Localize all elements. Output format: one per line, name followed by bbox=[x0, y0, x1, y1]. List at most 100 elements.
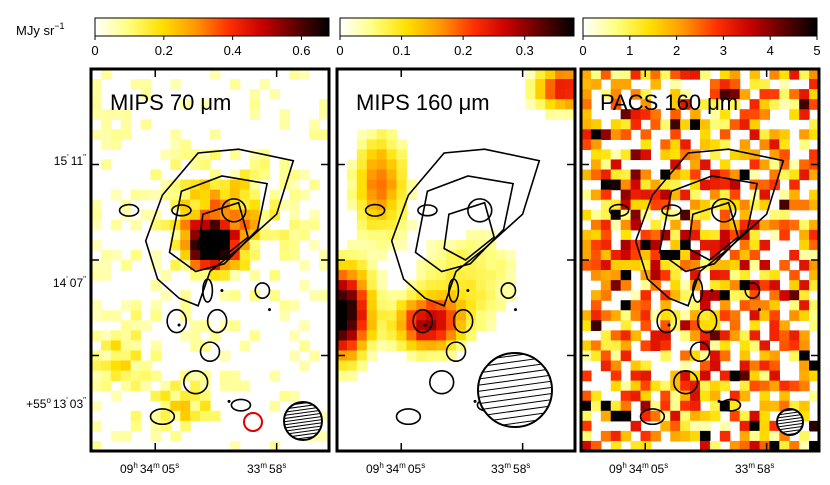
heatmap-cell bbox=[120, 129, 132, 140]
heatmap-cell bbox=[376, 330, 388, 342]
heatmap-cell bbox=[749, 430, 761, 442]
heatmap-cell bbox=[376, 159, 388, 171]
heatmap-cell bbox=[620, 179, 632, 191]
hatch-line bbox=[278, 441, 327, 448]
panel-title-mips-160: MIPS 160 μm bbox=[356, 90, 490, 115]
heatmap-cell bbox=[210, 260, 221, 271]
heatmap-cell bbox=[700, 179, 711, 191]
heatmap-cell bbox=[709, 440, 721, 452]
heatmap-cell bbox=[219, 290, 231, 301]
heatmap-cell bbox=[130, 189, 142, 201]
heatmap-cell bbox=[600, 290, 612, 301]
contour-dot bbox=[667, 323, 671, 327]
heatmap-cell bbox=[700, 239, 711, 251]
heatmap-cell bbox=[200, 239, 211, 251]
heatmap-cell bbox=[581, 239, 592, 251]
heatmap-cell bbox=[769, 420, 780, 432]
heatmap-cell bbox=[279, 239, 290, 251]
heatmap-cell bbox=[426, 270, 437, 281]
contour-blob bbox=[744, 282, 761, 299]
heatmap-cell bbox=[475, 280, 487, 291]
panel-mips-70: 0 0.2 0.4 0.6 MIPS 70 μm bbox=[89, 17, 331, 453]
heatmap-cell bbox=[690, 209, 701, 221]
heatmap-cell bbox=[690, 260, 701, 271]
heatmap-cell bbox=[190, 320, 201, 331]
heatmap-cell bbox=[799, 360, 810, 372]
heatmap-cell bbox=[799, 199, 810, 211]
heatmap-cell bbox=[140, 89, 152, 100]
heatmap-cell bbox=[356, 169, 368, 181]
heatmap-cell bbox=[249, 249, 261, 261]
heatmap-cell bbox=[140, 189, 152, 201]
heatmap-cell bbox=[210, 330, 221, 342]
heatmap-cell bbox=[456, 330, 467, 342]
heatmap-cell bbox=[749, 129, 761, 140]
heatmap-cell bbox=[759, 280, 771, 291]
heatmap-cell bbox=[769, 99, 780, 110]
heatmap-cell bbox=[779, 209, 790, 221]
heatmap-cell bbox=[719, 330, 731, 342]
heatmap-cell bbox=[555, 99, 566, 110]
heatmap-cell bbox=[650, 260, 661, 271]
heatmap-cell bbox=[779, 79, 790, 90]
heatmap-cell bbox=[446, 320, 457, 331]
heatmap-cell bbox=[396, 179, 408, 191]
heatmap-cell bbox=[91, 209, 102, 221]
heatmap-cell bbox=[210, 129, 221, 140]
heatmap-cell bbox=[789, 400, 800, 412]
heatmap-cell bbox=[200, 149, 211, 161]
heatmap-cell bbox=[436, 249, 447, 261]
heatmap-cell bbox=[190, 249, 201, 261]
heatmap-cell bbox=[475, 290, 487, 301]
heatmap-cell bbox=[160, 400, 171, 412]
heatmap-cell bbox=[590, 249, 602, 261]
heatmap-cell bbox=[729, 390, 741, 402]
heatmap-cell bbox=[809, 310, 820, 321]
heatmap-cell bbox=[581, 390, 592, 402]
heatmap-cell bbox=[210, 69, 221, 80]
heatmap-cell bbox=[289, 350, 300, 362]
heatmap-cell bbox=[719, 430, 731, 442]
heatmap-cell bbox=[346, 189, 358, 201]
heatmap-cell bbox=[110, 360, 122, 372]
heatmap-cell bbox=[160, 219, 171, 231]
heatmap-cell bbox=[495, 280, 507, 291]
heatmap-cell bbox=[485, 249, 497, 261]
heatmap-cell bbox=[789, 159, 800, 171]
heatmap-cell bbox=[436, 320, 447, 331]
heatmap-cell bbox=[91, 219, 102, 231]
heatmap-cell bbox=[749, 179, 761, 191]
heatmap-cell bbox=[670, 410, 681, 422]
heatmap-cell bbox=[446, 340, 457, 352]
colorbar-tick-label: 0 bbox=[579, 43, 586, 58]
heatmap-cell bbox=[581, 400, 592, 412]
heatmap-cell bbox=[436, 330, 447, 342]
heatmap-cell bbox=[269, 229, 281, 241]
heatmap-cell bbox=[346, 169, 358, 181]
heatmap-cell bbox=[91, 380, 102, 392]
contour-blob bbox=[608, 203, 630, 217]
heatmap-cell bbox=[581, 229, 592, 241]
heatmap-cell bbox=[620, 270, 632, 281]
heatmap-cell bbox=[456, 270, 467, 281]
heatmap-cell bbox=[680, 410, 691, 422]
heatmap-cell bbox=[739, 430, 751, 442]
heatmap-cell bbox=[525, 69, 536, 80]
heatmap-cell bbox=[690, 380, 701, 392]
heatmap-cell bbox=[620, 79, 632, 90]
heatmap-cell bbox=[630, 390, 642, 402]
heatmap-cell bbox=[640, 149, 652, 161]
heatmap-cell bbox=[749, 290, 761, 301]
heatmap-cell bbox=[590, 159, 602, 171]
heatmap-cell bbox=[465, 330, 477, 342]
heatmap-cell bbox=[170, 189, 181, 201]
heatmap-cell bbox=[299, 69, 310, 80]
heatmap-cell bbox=[120, 370, 132, 382]
heatmap-cell bbox=[436, 280, 447, 291]
heatmap-cell bbox=[229, 370, 241, 382]
heatmap-cell bbox=[130, 420, 142, 432]
heatmap-cell bbox=[200, 99, 211, 110]
heatmap-cell bbox=[759, 219, 771, 231]
heatmap-cell bbox=[749, 249, 761, 261]
heatmap-cell bbox=[100, 129, 112, 140]
